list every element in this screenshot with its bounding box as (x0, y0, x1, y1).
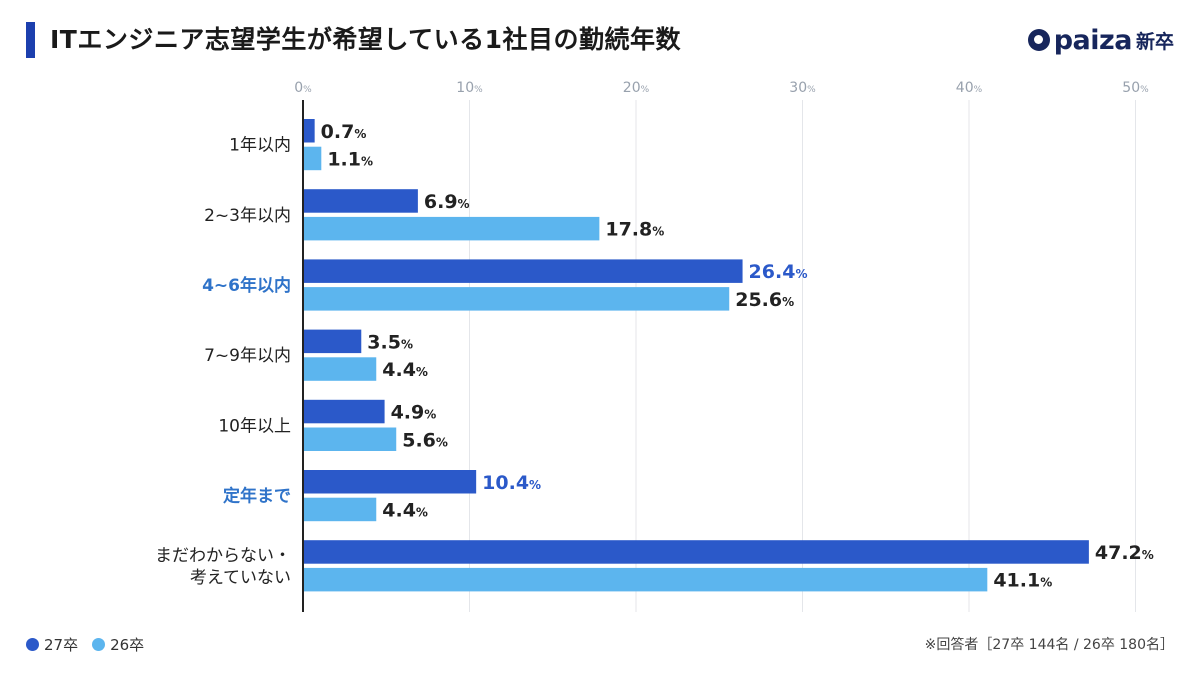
category-label-1: 2~3年以内 (204, 206, 291, 226)
bar-26卒-4 (303, 427, 397, 451)
bar-26卒-1 (303, 216, 600, 241)
bar-27卒-5 (303, 470, 477, 494)
x-tick-label-30: 30% (789, 80, 816, 96)
logo-subtext: 新卒 (1135, 30, 1174, 53)
brand-logo: paiza 新卒 (1027, 22, 1174, 58)
legend-dot-26 (92, 638, 106, 651)
category-label-2: 4~6年以内 (202, 275, 291, 296)
legend-label-27: 27卒 (44, 636, 79, 654)
x-tick-label-50: 50% (1122, 80, 1149, 96)
category-label-6-line-1: 考えていない (190, 568, 291, 588)
value-label-27卒-2: 26.4% (749, 261, 808, 283)
bar-27卒-4 (303, 399, 385, 424)
bar-26卒-6 (303, 567, 988, 592)
value-label-26卒-2: 25.6% (735, 289, 794, 311)
title-accent-bar (26, 22, 35, 58)
value-label-27卒-4: 4.9% (391, 402, 437, 424)
bar-26卒-0 (303, 146, 322, 171)
x-tick-label-40: 40% (956, 80, 983, 96)
bar-26卒-3 (303, 357, 377, 381)
bar-27卒-0 (303, 119, 315, 143)
bar-26卒-5 (303, 497, 377, 522)
legend-label-26: 26卒 (110, 636, 145, 654)
x-tick-label-10: 10% (456, 80, 483, 96)
legend-dot-27 (26, 638, 39, 651)
category-label-6-line-0: まだわからない・ (155, 546, 291, 566)
value-label-27卒-0: 0.7% (321, 121, 367, 143)
logo-text: paiza (1053, 24, 1133, 56)
x-tick-label-0: 0% (294, 80, 312, 96)
bar-27卒-1 (303, 189, 418, 213)
value-label-27卒-3: 3.5% (367, 331, 413, 353)
bar-27卒-2 (303, 259, 743, 283)
value-label-26卒-1: 17.8% (605, 219, 664, 241)
x-tick-label-20: 20% (623, 80, 650, 96)
value-label-26卒-5: 4.4% (382, 499, 428, 521)
category-label-3: 7~9年以内 (204, 346, 291, 366)
value-label-26卒-0: 1.1% (327, 148, 373, 170)
respondents-note: ※回答者［27卒 144名 / 26卒 180名］ (924, 637, 1174, 653)
value-label-27卒-5: 10.4% (482, 472, 541, 494)
category-label-5: 定年まで (223, 486, 291, 507)
value-label-26卒-6: 41.1% (993, 570, 1052, 592)
legend-item-27: 27卒 (26, 634, 78, 655)
category-label-4: 10年以上 (218, 416, 291, 436)
bar-26卒-2 (303, 287, 730, 311)
chart-title: ITエンジニア志望学生が希望している1社目の勤続年数 (50, 25, 682, 54)
legend: 27卒 26卒 (26, 634, 144, 655)
value-label-26卒-3: 4.4% (382, 359, 428, 381)
legend-item-26: 26卒 (92, 634, 144, 655)
category-label-0: 1年以内 (229, 136, 291, 156)
value-label-27卒-6: 47.2% (1095, 542, 1154, 564)
bar-27卒-6 (303, 540, 1089, 564)
value-label-27卒-1: 6.9% (424, 191, 470, 213)
value-label-26卒-4: 5.6% (402, 429, 448, 451)
bar-27卒-3 (303, 329, 362, 354)
paiza-logo-icon (1027, 29, 1050, 51)
